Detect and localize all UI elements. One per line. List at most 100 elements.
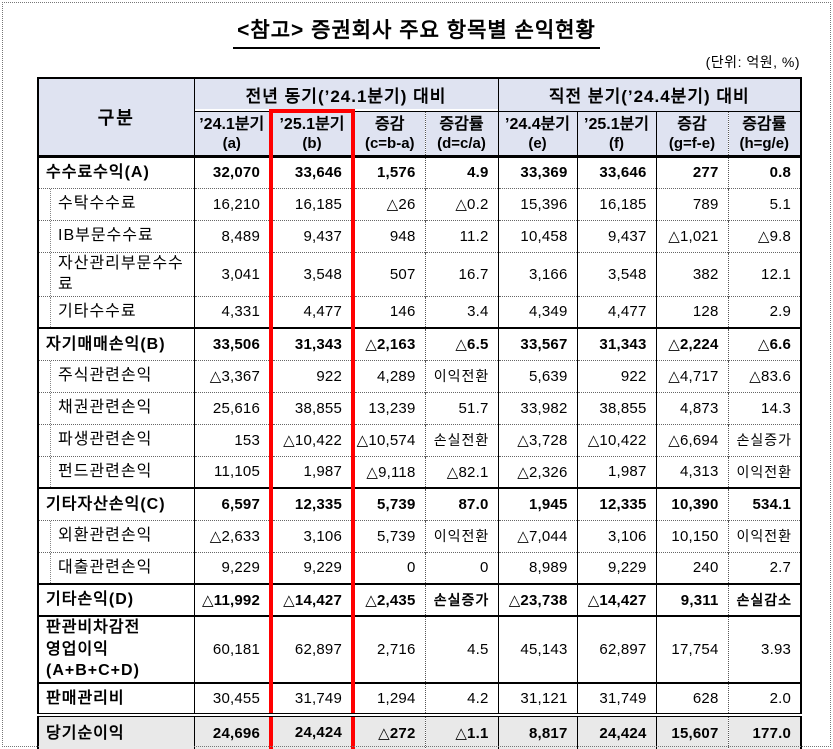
table-row: 파생관련손익 153 △10,422 △10,574 손실전환 △3,728 △10,422… xyxy=(38,423,802,457)
row-label-text: 기타손익(D) xyxy=(46,591,135,609)
cell-e: 45,143 xyxy=(497,615,578,683)
cell-a: 32,070 xyxy=(193,155,271,188)
cell-d: △1.1 xyxy=(424,712,499,749)
cell-a: 25,616 xyxy=(193,391,271,425)
cell-f: 3,106 xyxy=(576,519,657,553)
cell-b: 31,749 xyxy=(269,681,355,715)
cell-d: 손실전환 xyxy=(424,423,499,457)
cell-c: △272 xyxy=(352,712,425,749)
cell-f: 3,548 xyxy=(576,251,657,297)
cell-c: 507 xyxy=(352,251,425,297)
profit-loss-table: 구분 전년 동기(’24.1분기) 대비 직전 분기(’24.4분기) 대비 ’… xyxy=(37,77,803,749)
cell-a: △2,633 xyxy=(193,519,271,553)
cell-f: 33,646 xyxy=(576,155,657,188)
cell-a: 6,597 xyxy=(193,487,271,521)
header-group-yoy: 전년 동기(’24.1분기) 대비 xyxy=(193,78,499,112)
cell-g: 9,311 xyxy=(655,583,729,617)
row-label: 주식관련손익 xyxy=(38,359,194,393)
cell-c: △9,118 xyxy=(352,455,425,489)
cell-a: 11,105 xyxy=(193,455,271,489)
cell-f: 38,855 xyxy=(576,391,657,425)
cell-e: △7,044 xyxy=(497,519,578,553)
cell-a: 153 xyxy=(193,423,271,457)
cell-c: △10,574 xyxy=(352,423,425,457)
row-label-text: 기타자산손익(C) xyxy=(46,495,166,513)
cell-b: 922 xyxy=(269,359,355,393)
indent-guide-line xyxy=(50,361,51,392)
cell-d: 이익전환 xyxy=(424,519,499,553)
cell-f: 9,229 xyxy=(576,551,657,585)
page-title: <참고> 증권회사 주요 항목별 손익현황 xyxy=(233,14,600,49)
cell-e: 33,567 xyxy=(497,327,578,361)
cell-c: 5,739 xyxy=(352,487,425,521)
cell-f: 16,185 xyxy=(576,187,657,220)
cell-e: 8,817 xyxy=(497,712,578,749)
cell-h: 14.3 xyxy=(727,391,802,425)
cell-f: 922 xyxy=(576,359,657,393)
row-label: 파생관련손익 xyxy=(38,423,194,457)
cell-e: 5,639 xyxy=(497,359,578,393)
cell-b: △14,427 xyxy=(269,583,355,617)
row-label: 수탁수수료 xyxy=(38,187,194,220)
table-row: 펀드관련손익 11,105 1,987 △9,118 △82.1 △2,326 1,987 4… xyxy=(38,455,802,489)
cell-g: 382 xyxy=(655,251,729,297)
cell-b: 31,343 xyxy=(269,327,355,361)
row-label-text: IB부문수수료 xyxy=(58,227,154,245)
cell-d: 87.0 xyxy=(424,487,499,521)
cell-e: △3,728 xyxy=(497,423,578,457)
row-label: 판관비차감전 영업이익(A+B+C+D) xyxy=(38,615,194,683)
cell-h: 이익전환 xyxy=(727,519,802,553)
row-label: IB부문수수료 xyxy=(38,219,194,252)
cell-b: △10,422 xyxy=(269,423,355,457)
indent-guide-line xyxy=(50,521,51,552)
col-header-e: ’24.4분기 (e) xyxy=(497,111,578,158)
cell-h: 2.9 xyxy=(727,295,802,329)
cell-c: △2,435 xyxy=(352,583,425,617)
cell-d: 이익전환 xyxy=(424,359,499,393)
cell-a: 24,696 xyxy=(193,712,271,749)
cell-h: 12.1 xyxy=(727,251,802,297)
cell-h: 2.7 xyxy=(727,551,802,585)
cell-g: 4,313 xyxy=(655,455,729,489)
table-row: 자산관리부문수수료 3,041 3,548 507 16.7 3,166 3,548 382 1… xyxy=(38,251,802,297)
table-row: 주식관련손익 △3,367 922 4,289 이익전환 5,639 922 △4,717 △8… xyxy=(38,359,802,393)
cell-b: 9,437 xyxy=(269,219,355,252)
cell-c: 4,289 xyxy=(352,359,425,393)
cell-g: 277 xyxy=(655,155,729,188)
col-header-c: 증감 (c=b-a) xyxy=(352,111,425,158)
cell-d: 11.2 xyxy=(424,219,499,252)
cell-e: 33,369 xyxy=(497,155,578,188)
cell-h: 이익전환 xyxy=(727,455,802,489)
cell-h: △83.6 xyxy=(727,359,802,393)
indent-guide-line xyxy=(50,189,51,220)
row-label-text: 자기매매손익(B) xyxy=(46,335,166,353)
cell-a: 60,181 xyxy=(193,615,271,683)
cell-h: 0.8 xyxy=(727,155,802,188)
cell-f: 1,987 xyxy=(576,455,657,489)
col-header-h: 증감률 (h=g/e) xyxy=(727,111,802,158)
cell-g: 4,873 xyxy=(655,391,729,425)
row-label-text: 자산관리부문수수료 xyxy=(58,254,184,294)
cell-e: 1,945 xyxy=(497,487,578,521)
cell-e: 4,349 xyxy=(497,295,578,329)
cell-g: △1,021 xyxy=(655,219,729,252)
cell-g: 15,607 xyxy=(655,712,729,749)
cell-f: 4,477 xyxy=(576,295,657,329)
table-row: 판매관리비 30,455 31,749 1,294 4.2 31,121 31,749 628… xyxy=(38,681,802,715)
cell-a: 33,506 xyxy=(193,327,271,361)
cell-g: 10,150 xyxy=(655,519,729,553)
row-label-text: 주식관련손익 xyxy=(58,367,153,385)
cell-d: 4.5 xyxy=(424,615,499,683)
cell-a: △3,367 xyxy=(193,359,271,393)
row-label: 당기순이익 xyxy=(38,712,194,749)
cell-h: 3.93 xyxy=(727,615,802,683)
table-row: 기타자산손익(C) 6,597 12,335 5,739 87.0 1,945 12,335… xyxy=(38,487,802,521)
row-label: 펀드관련손익 xyxy=(38,455,194,489)
cell-f: 31,343 xyxy=(576,327,657,361)
cell-g: 10,390 xyxy=(655,487,729,521)
cell-d: △0.2 xyxy=(424,187,499,220)
table-header: 구분 전년 동기(’24.1분기) 대비 직전 분기(’24.4분기) 대비 ’… xyxy=(38,78,802,158)
title-wrap: <참고> 증권회사 주요 항목별 손익현황 xyxy=(0,0,833,49)
table-row: 수수료수익(A) 32,070 33,646 1,576 4.9 33,369 33,646… xyxy=(38,155,802,188)
